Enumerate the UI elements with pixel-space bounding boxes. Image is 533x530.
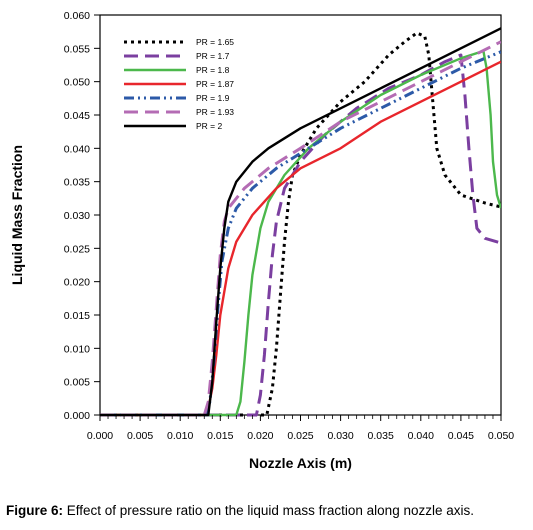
y-tick-label: 0.040 (64, 143, 90, 155)
y-tick-label: 0.000 (64, 410, 90, 422)
x-tick-label: 0.035 (368, 430, 394, 442)
x-tick-label: 0.000 (87, 430, 113, 442)
plot-frame (100, 15, 501, 415)
x-tick-label: 0.020 (247, 430, 273, 442)
y-tick-label: 0.015 (64, 310, 90, 322)
series-line-5 (100, 52, 501, 415)
legend-label-1: PR = 1.65 (196, 37, 234, 47)
y-tick-label: 0.010 (64, 343, 90, 355)
legend-label-3: PR = 1.8 (196, 65, 230, 75)
figure-caption: Figure 6: Effect of pressure ratio on th… (6, 503, 530, 518)
x-axis-title: Nozzle Axis (m) (249, 455, 352, 471)
x-tick-label: 0.015 (207, 430, 233, 442)
y-tick-label: 0.035 (64, 177, 90, 189)
series-line-2 (100, 55, 501, 415)
y-tick-label: 0.045 (64, 110, 90, 122)
y-tick-label: 0.060 (64, 10, 90, 22)
y-tick-label: 0.055 (64, 43, 90, 55)
legend-label-6: PR = 1.93 (196, 107, 234, 117)
series-line-6 (100, 42, 501, 415)
x-tick-label: 0.010 (167, 430, 193, 442)
y-tick-label: 0.030 (64, 210, 90, 222)
y-tick-label: 0.050 (64, 77, 90, 89)
y-tick-label: 0.005 (64, 377, 90, 389)
series-line-3 (100, 51, 501, 415)
series-layer (100, 28, 501, 415)
x-tick-label: 0.030 (327, 430, 353, 442)
legend-label-5: PR = 1.9 (196, 93, 230, 103)
legend-label-2: PR = 1.7 (196, 51, 230, 61)
series-line-4 (100, 62, 501, 415)
x-tick-label: 0.045 (448, 430, 474, 442)
y-tick-label: 0.025 (64, 243, 90, 255)
x-tick-label: 0.040 (408, 430, 434, 442)
caption-text: Effect of pressure ratio on the liquid m… (63, 503, 474, 518)
y-axis-title: Liquid Mass Fraction (9, 145, 25, 285)
legend: PR = 1.65 PR = 1.7 PR = 1.8 PR = 1.87 PR = 1… (124, 37, 234, 131)
plot-area (100, 15, 501, 415)
line-chart: 0.000 0.005 0.010 0.015 0.020 0.025 0.030 0.035… (0, 0, 533, 500)
series-line-7 (100, 28, 501, 415)
x-tick-label: 0.025 (287, 430, 313, 442)
x-tick-label: 0.050 (488, 430, 514, 442)
caption-label: Figure 6: (6, 503, 63, 518)
y-tick-label: 0.020 (64, 277, 90, 289)
x-tick-label: 0.005 (127, 430, 153, 442)
series-line-1 (100, 33, 501, 415)
legend-label-4: PR = 1.87 (196, 79, 234, 89)
legend-label-7: PR = 2 (196, 121, 222, 131)
